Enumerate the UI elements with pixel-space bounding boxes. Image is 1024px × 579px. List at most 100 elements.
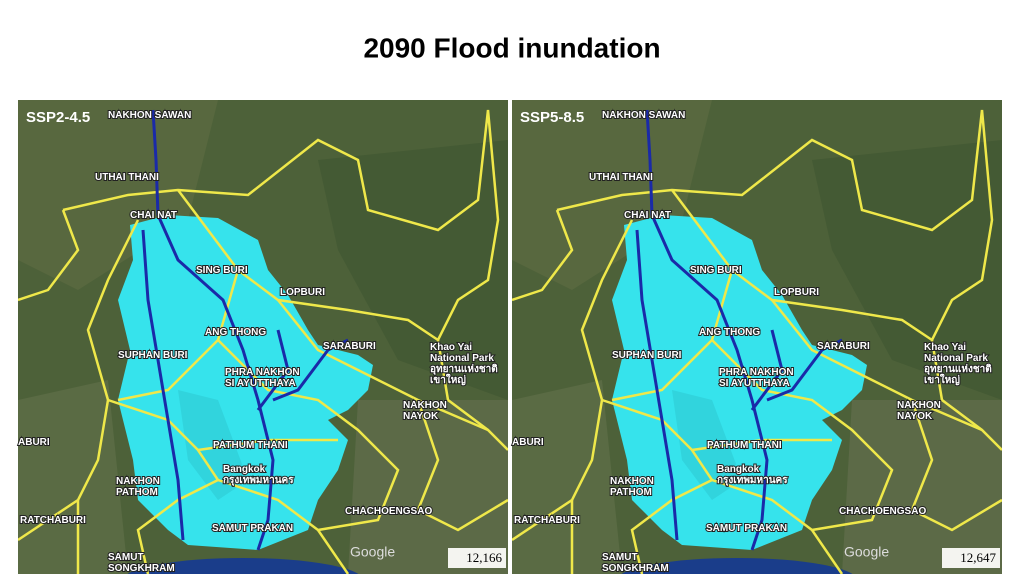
- place-label-line: PHRA NAKHON: [719, 367, 794, 378]
- place-label-line: NAKHON: [403, 400, 447, 411]
- place-label: PHRA NAKHON SI AYUTTHAYA: [225, 367, 300, 389]
- place-label: Khao Yai National Park อุทยานแห่งชาติเขาให…: [924, 342, 992, 386]
- watermark: Google: [844, 544, 889, 560]
- place-label-line: Bangkok: [717, 464, 760, 475]
- place-label-line: SONGKHRAM: [602, 563, 669, 574]
- value-label-bg: [942, 548, 1000, 568]
- place-label: SARABURI: [817, 341, 870, 352]
- place-label: ABURI: [512, 437, 544, 448]
- place-label-line: SAMUT PRAKAN: [212, 523, 293, 534]
- place-label-line: National Park: [924, 353, 988, 364]
- place-label-line: SAMUT: [108, 552, 144, 563]
- place-label: ANG THONG: [205, 327, 266, 338]
- place-label-line: RATCHABURI: [514, 515, 580, 526]
- place-labels: NAKHON SAWAN UTHAI THANI CHAI NAT SING BURI…: [511, 109, 993, 575]
- place-label-line: PATHUM THANI: [213, 440, 288, 451]
- place-label-line: SAMUT PRAKAN: [706, 523, 787, 534]
- place-label-line: SAMUT: [602, 552, 638, 563]
- place-label-line: CHACHOENGSAO: [839, 506, 926, 517]
- place-label: CHACHOENGSAO: [345, 506, 432, 517]
- place-label-line: NAKHON: [897, 400, 941, 411]
- place-label-line: กรุงเทพมหานคร: [223, 475, 294, 486]
- place-label-line: Khao Yai: [924, 342, 966, 353]
- place-label-line: CHAI NAT: [130, 210, 177, 221]
- place-label-line: อุทยานแห่งชาติ: [430, 363, 498, 375]
- place-label: PATHUM THANI: [213, 440, 288, 451]
- place-label: NAKHON SAWAN: [108, 110, 191, 121]
- place-label: SUPHAN BURI: [118, 350, 188, 361]
- value-label: 12,166: [466, 550, 502, 565]
- place-label: SAMUT PRAKAN: [212, 523, 293, 534]
- place-label: CHAI NAT: [624, 210, 671, 221]
- place-label-line: SONGKHRAM: [108, 563, 175, 574]
- place-label: ANG THONG: [699, 327, 760, 338]
- place-label-line: อุทยานแห่งชาติ: [924, 363, 992, 375]
- place-label: UTHAI THANI: [589, 172, 653, 183]
- place-label-line: Bangkok: [223, 464, 266, 475]
- place-label: SARABURI: [323, 341, 376, 352]
- place-label: LOPBURI: [280, 287, 325, 298]
- scenario-label: SSP2-4.5: [26, 109, 90, 126]
- place-label: NAKHON PATHOM: [116, 476, 160, 498]
- place-label-line: SUPHAN BURI: [118, 350, 188, 361]
- place-label-line: SI AYUTTHAYA: [225, 378, 296, 389]
- map-panel: NAKHON SAWAN UTHAI THANI CHAI NAT SING BURI…: [511, 100, 1002, 575]
- value-label-bg: [448, 548, 506, 568]
- place-label: RATCHABURI: [20, 515, 86, 526]
- place-label: LOPBURI: [774, 287, 819, 298]
- place-label-line: PATHOM: [610, 487, 652, 498]
- place-label-line: NAYOK: [897, 411, 933, 422]
- place-label: NAKHON NAYOK: [897, 400, 941, 422]
- place-label-line: PHRA NAKHON: [225, 367, 300, 378]
- place-label-line: NAKHON SAWAN: [602, 110, 685, 121]
- place-label-line: ANG THONG: [205, 327, 266, 338]
- place-label-line: SI AYUTTHAYA: [719, 378, 790, 389]
- watermark: Google: [350, 544, 395, 560]
- place-label-line: CHACHOENGSAO: [345, 506, 432, 517]
- place-label-line: NAYOK: [403, 411, 439, 422]
- place-label: PHRA NAKHON SI AYUTTHAYA: [719, 367, 794, 389]
- place-label: NAKHON PATHOM: [610, 476, 654, 498]
- place-label: SAMUT SONGKHRAM: [602, 552, 669, 574]
- place-label-line: SARABURI: [323, 341, 376, 352]
- place-label: CHACHOENGSAO: [839, 506, 926, 517]
- place-label: Bangkok กรุงเทพมหานคร: [717, 464, 788, 486]
- page-title: 2090 Flood inundation: [363, 32, 660, 63]
- place-label-line: RATCHABURI: [20, 515, 86, 526]
- scenario-label: SSP5-8.5: [520, 109, 584, 126]
- value-label: 12,647: [960, 550, 996, 565]
- place-label: UTHAI THANI: [95, 172, 159, 183]
- place-label-line: NAKHON: [116, 476, 160, 487]
- place-label-line: CHAI NAT: [624, 210, 671, 221]
- place-label-line: LOPBURI: [774, 287, 819, 298]
- place-label-line: ABURI: [18, 437, 50, 448]
- place-label: SING BURI: [196, 265, 248, 276]
- place-label-line: NAKHON SAWAN: [108, 110, 191, 121]
- map-panel: NAKHON SAWAN UTHAI THANI CHAI NAT SING BURI…: [17, 100, 508, 575]
- place-label: CHAI NAT: [130, 210, 177, 221]
- place-label-line: SING BURI: [690, 265, 742, 276]
- place-label: SAMUT SONGKHRAM: [108, 552, 175, 574]
- place-labels: NAKHON SAWAN UTHAI THANI CHAI NAT SING BURI…: [17, 109, 499, 575]
- place-label: RATCHABURI: [514, 515, 580, 526]
- place-label: Bangkok กรุงเทพมหานคร: [223, 464, 294, 486]
- place-label-line: SUPHAN BURI: [612, 350, 682, 361]
- place-label-line: SING BURI: [196, 265, 248, 276]
- place-label: NAKHON NAYOK: [403, 400, 447, 422]
- place-label-line: UTHAI THANI: [95, 172, 159, 183]
- place-label-line: PATHUM THANI: [707, 440, 782, 451]
- place-label-line: ABURI: [512, 437, 544, 448]
- place-label-line: National Park: [430, 353, 494, 364]
- place-label-line: UTHAI THANI: [589, 172, 653, 183]
- place-label: NAKHON SAWAN: [602, 110, 685, 121]
- place-label-line: เขาใหญ่: [924, 373, 960, 386]
- place-label: ABURI: [18, 437, 50, 448]
- place-label-line: PATHOM: [116, 487, 158, 498]
- place-label: SUPHAN BURI: [612, 350, 682, 361]
- place-label-line: NAKHON: [610, 476, 654, 487]
- place-label-line: LOPBURI: [280, 287, 325, 298]
- place-label-line: ANG THONG: [699, 327, 760, 338]
- place-label: Khao Yai National Park อุทยานแห่งชาติเขาให…: [430, 342, 498, 386]
- place-label: SAMUT PRAKAN: [706, 523, 787, 534]
